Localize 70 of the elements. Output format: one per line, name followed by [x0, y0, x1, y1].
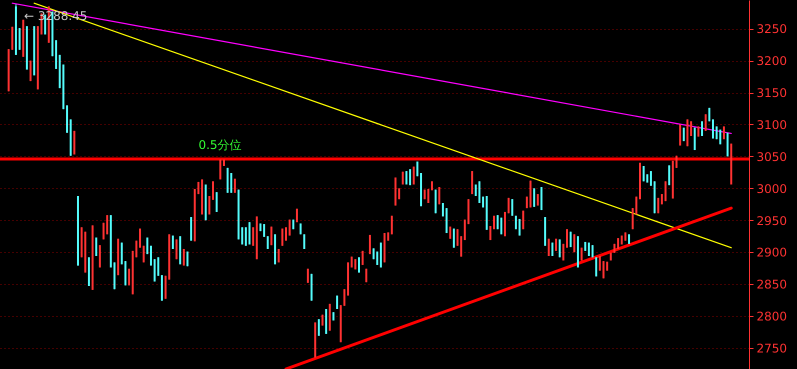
- candlestick: [252, 226, 254, 246]
- y-tick-label: 2950: [756, 214, 788, 228]
- candlestick: [617, 238, 620, 250]
- candlestick: [219, 159, 222, 180]
- candlestick: [592, 244, 594, 258]
- candlestick: [318, 318, 320, 336]
- candlestick: [682, 127, 685, 142]
- candlestick: [588, 242, 590, 256]
- candlestick: [694, 127, 696, 151]
- candlestick: [412, 166, 415, 185]
- candlestick: [438, 186, 440, 205]
- candlestick: [376, 251, 378, 266]
- candlestick: [73, 130, 76, 155]
- y-tick-label: 2750: [756, 341, 788, 356]
- candlestick: [190, 216, 192, 242]
- candlestick: [336, 295, 338, 310]
- candlestick: [270, 226, 272, 246]
- candlestick: [434, 189, 437, 214]
- candlestick: [234, 178, 236, 194]
- candlestick: [11, 26, 14, 50]
- candlestick: [409, 168, 412, 186]
- candlestick: [362, 250, 364, 266]
- candlestick: [522, 210, 524, 230]
- candlestick: [500, 217, 502, 235]
- candlestick: [288, 219, 291, 236]
- candlestick: [642, 165, 645, 182]
- candlestick: [704, 114, 707, 132]
- candlestick: [632, 208, 634, 230]
- y-tick-label: 3150: [756, 86, 788, 100]
- candlestick: [98, 244, 101, 268]
- candlestick: [266, 236, 269, 250]
- candlestick: [595, 256, 598, 277]
- candlestick: [570, 231, 572, 248]
- y-tick-label: 2900: [756, 246, 788, 260]
- candlestick: [558, 238, 561, 258]
- y-tick-label: 2850: [756, 278, 788, 292]
- candlestick: [216, 192, 218, 212]
- candlestick: [551, 242, 554, 256]
- y-tick-label: 3250: [756, 22, 788, 36]
- candlestick: [726, 132, 729, 157]
- candlestick: [281, 228, 284, 246]
- candlestick: [471, 170, 474, 195]
- candlestick: [555, 238, 558, 252]
- candlestick: [580, 247, 583, 261]
- candlestick: [540, 186, 542, 211]
- candlestick: [402, 171, 404, 185]
- candlestick: [496, 214, 499, 230]
- candlestick: [533, 188, 536, 208]
- y-tick-label: 3100: [756, 118, 788, 132]
- candlestick: [30, 60, 32, 82]
- candlestick: [405, 170, 408, 185]
- y-tick-label: 3000: [756, 182, 788, 196]
- candlestick: [701, 120, 704, 136]
- candlestick: [354, 258, 356, 270]
- candlestick: [511, 198, 514, 216]
- candlestick: [278, 248, 280, 263]
- candlestick: [172, 235, 174, 250]
- y-tick-label: 2800: [756, 310, 788, 324]
- candlestick: [230, 172, 232, 194]
- ref-line-label: 0.5分位: [198, 138, 242, 152]
- candlestick: [449, 226, 452, 240]
- candlestick: [306, 268, 309, 284]
- candlestick: [186, 251, 188, 267]
- candlestick: [263, 224, 266, 238]
- candlestick: [303, 234, 306, 250]
- candlestick: [452, 228, 455, 248]
- candlestick: [719, 129, 722, 145]
- y-tick-label: 3050: [756, 150, 788, 164]
- candlestick: [390, 215, 393, 235]
- y-tick-label: 3200: [756, 54, 788, 68]
